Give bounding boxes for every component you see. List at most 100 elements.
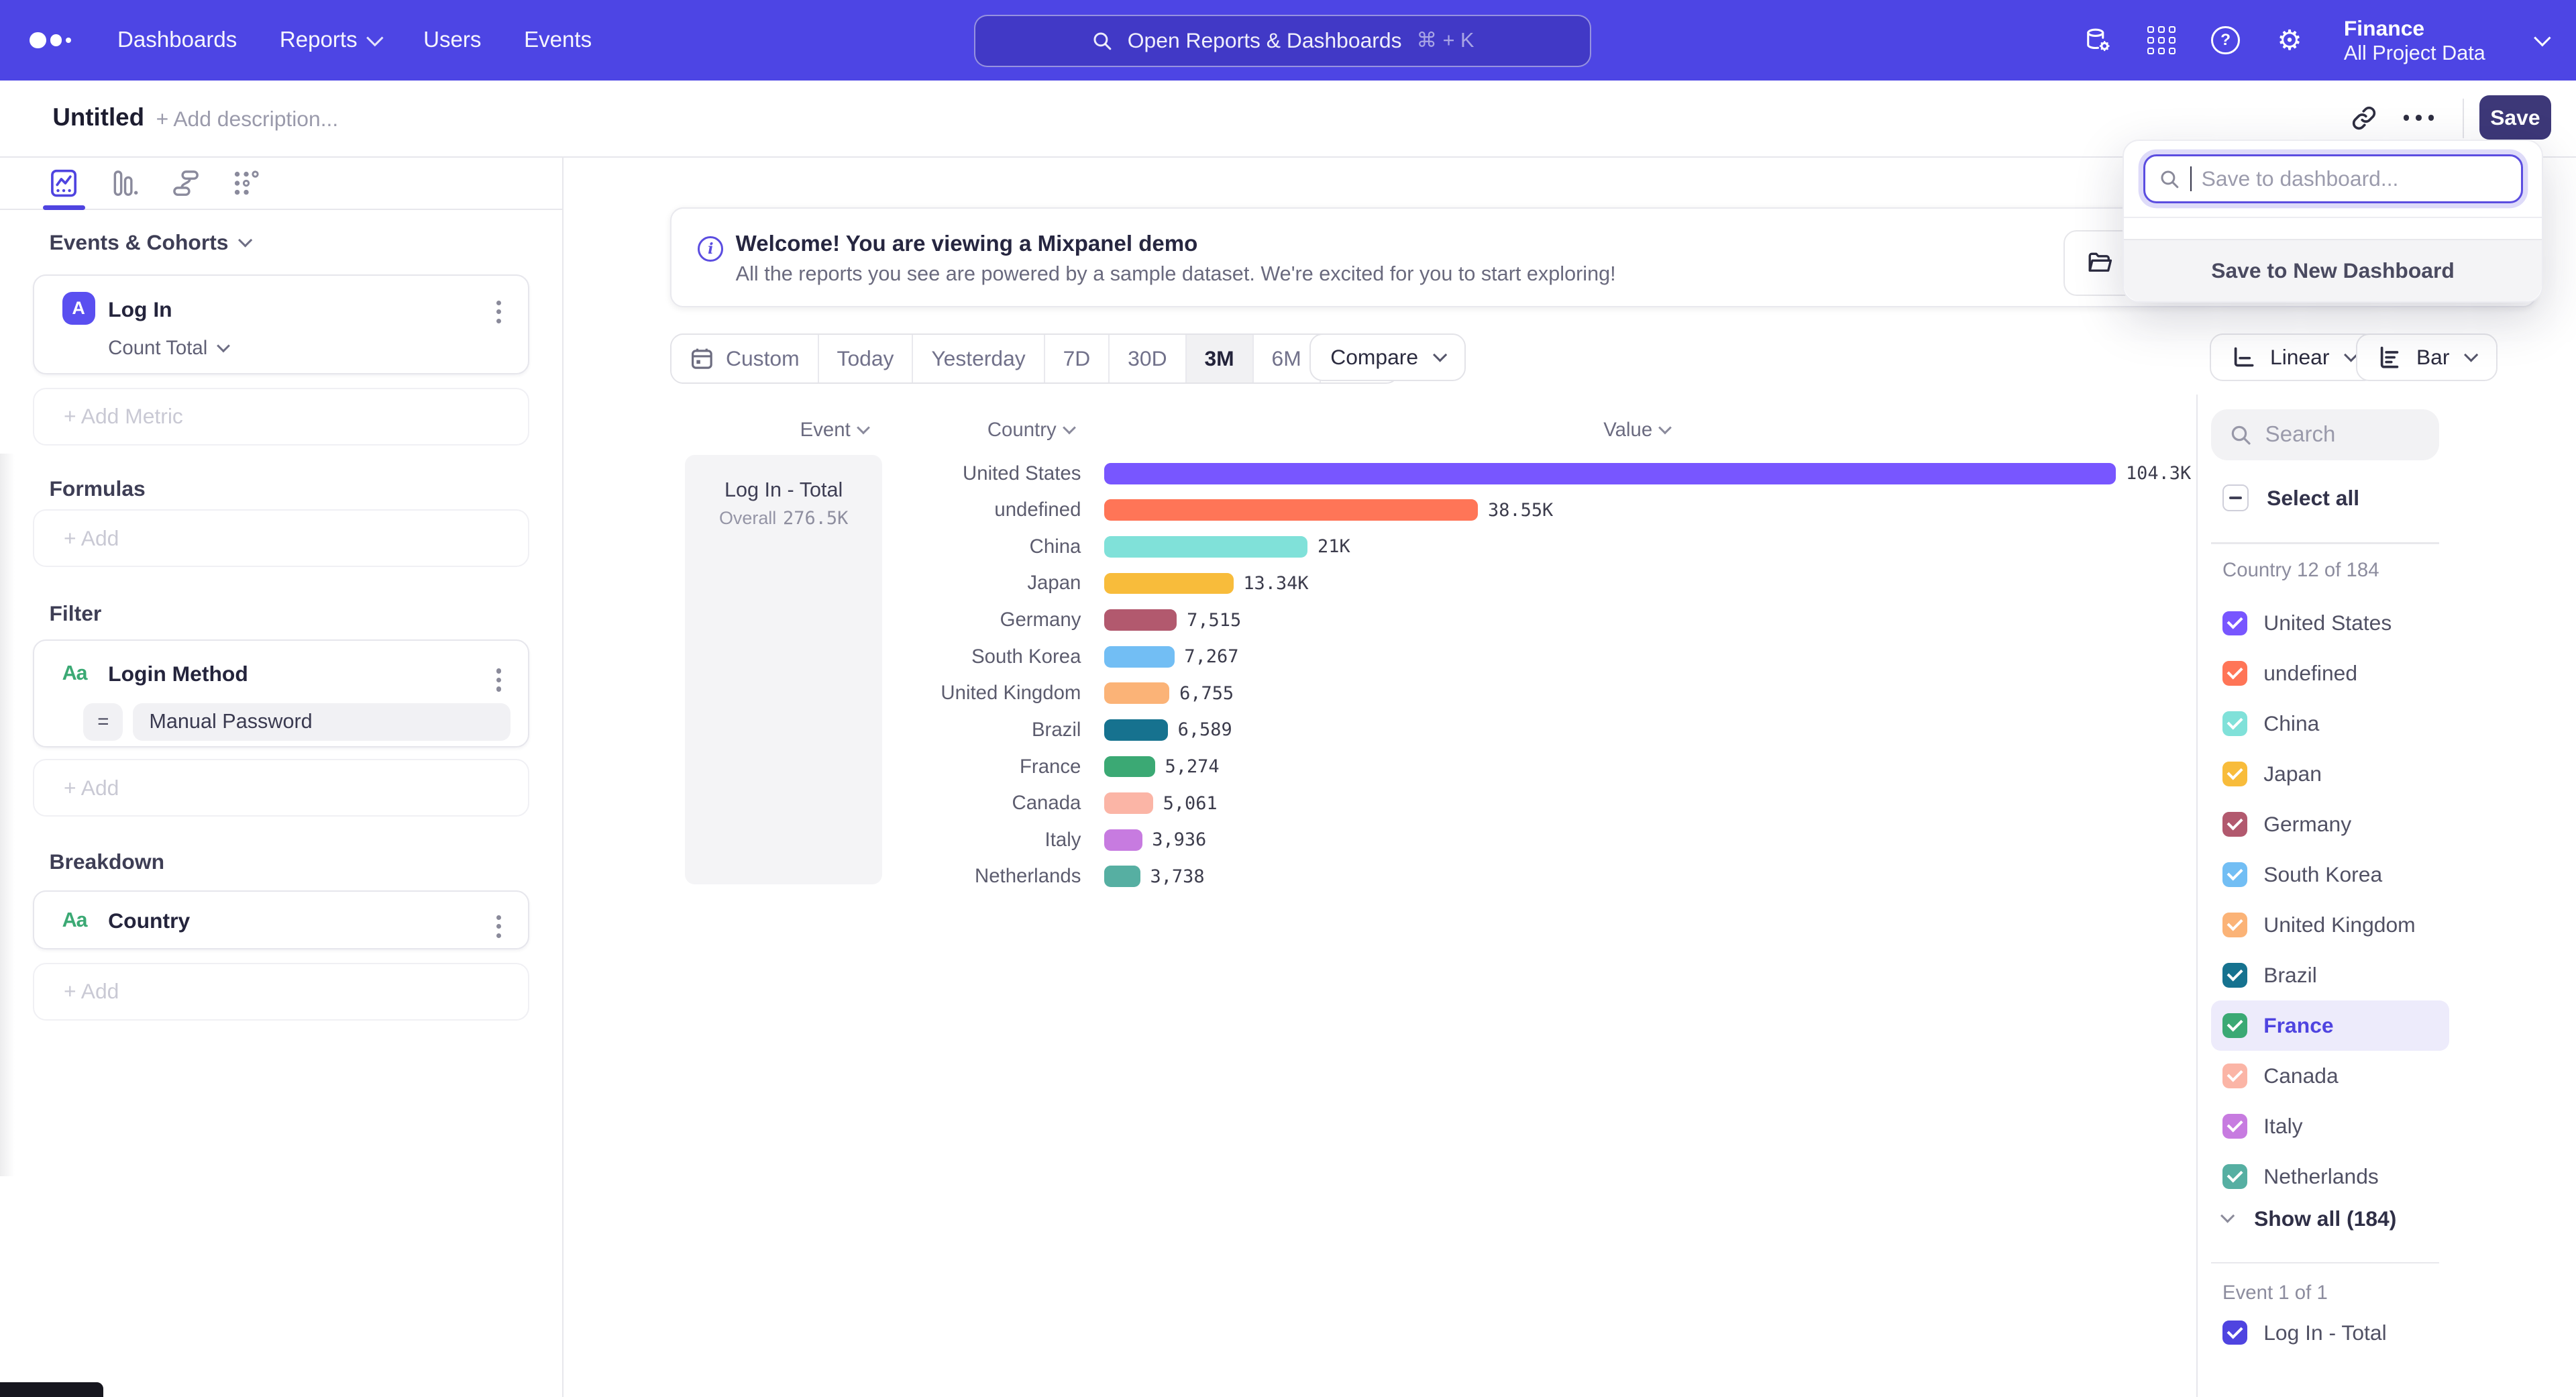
checkbox-checked[interactable] [2222, 1064, 2247, 1088]
copy-link-icon[interactable] [2349, 103, 2379, 133]
checkbox-checked[interactable] [2222, 661, 2247, 686]
breakdown-kebab-icon[interactable] [493, 912, 504, 941]
nav-item-reports[interactable]: Reports [280, 28, 381, 53]
nav-item-dashboards[interactable]: Dashboards [117, 28, 237, 53]
global-search-input[interactable]: Open Reports & Dashboards ⌘ + K [974, 15, 1591, 66]
bar-segment[interactable] [1104, 609, 1177, 631]
chevron-down-icon[interactable] [2534, 30, 2551, 46]
chart-type-button[interactable]: Bar [2356, 333, 2498, 381]
more-options-icon[interactable] [2404, 115, 2434, 121]
bar-segment[interactable] [1104, 646, 1175, 668]
apps-grid-icon[interactable] [2147, 25, 2176, 55]
select-all-row[interactable]: Select all [2222, 484, 2359, 511]
checkbox-checked[interactable] [2222, 812, 2247, 837]
legend-item[interactable]: Canada [2211, 1051, 2449, 1101]
save-button[interactable]: Save [2479, 95, 2552, 140]
filter-value-input[interactable]: Manual Password [133, 703, 511, 741]
bar-segment[interactable] [1104, 866, 1140, 887]
checkbox-checked[interactable] [2222, 611, 2247, 636]
search-placeholder: Open Reports & Dashboards [1128, 28, 1402, 53]
overall-value: 276.5K [783, 508, 848, 529]
add-breakdown-button[interactable]: + Add [33, 963, 529, 1021]
checkbox-checked[interactable] [2222, 1114, 2247, 1139]
event-series-cell[interactable]: Log In - Total Overall276.5K [685, 455, 882, 884]
events-cohorts-header[interactable]: Events & Cohorts [49, 230, 250, 255]
tab-flows[interactable] [171, 168, 201, 198]
tab-funnels[interactable] [110, 168, 140, 198]
legend-item[interactable]: United States [2211, 598, 2449, 648]
date-range-30d[interactable]: 30D [1110, 335, 1186, 382]
column-header-value[interactable]: Value [1603, 419, 1670, 442]
nav-item-users[interactable]: Users [423, 28, 481, 53]
legend-item[interactable]: China [2211, 698, 2449, 749]
legend-item[interactable]: Brazil [2211, 950, 2449, 1000]
checkbox-checked[interactable] [2222, 1013, 2247, 1038]
filter-card[interactable]: Aa Login Method = Manual Password [33, 639, 529, 748]
show-all-button[interactable]: Show all (184) [2222, 1206, 2396, 1231]
legend-item[interactable]: Germany [2211, 799, 2449, 849]
settings-gear-icon[interactable]: ⚙ [2275, 25, 2304, 55]
bar-segment[interactable] [1104, 573, 1234, 594]
bar-segment[interactable] [1104, 756, 1155, 778]
add-description-field[interactable]: + Add description... [156, 107, 339, 132]
checkbox-checked[interactable] [2222, 913, 2247, 937]
date-range-yesterday[interactable]: Yesterday [913, 335, 1044, 382]
bar-segment[interactable] [1104, 719, 1168, 741]
nav-item-events[interactable]: Events [524, 28, 592, 53]
bar-segment[interactable] [1104, 829, 1142, 851]
chart-row: Netherlands3,738 [882, 858, 2191, 895]
bar-segment[interactable] [1104, 536, 1308, 558]
legend-search-input[interactable]: Search [2211, 409, 2439, 460]
checkbox-checked[interactable] [2222, 963, 2247, 988]
bar-segment[interactable] [1104, 792, 1153, 814]
select-all-checkbox-indeterminate[interactable] [2222, 484, 2249, 511]
data-management-icon[interactable] [2083, 25, 2112, 55]
legend-item[interactable]: undefined [2211, 648, 2449, 698]
save-dashboard-search-input[interactable]: Save to dashboard... [2143, 154, 2523, 203]
legend-item[interactable]: Netherlands [2211, 1151, 2449, 1202]
legend-item[interactable]: South Korea [2211, 849, 2449, 900]
checkbox-checked[interactable] [2222, 762, 2247, 786]
metric-card[interactable]: A Log In Count Total [33, 274, 529, 374]
filter-kebab-icon[interactable] [493, 665, 504, 694]
event-legend-item[interactable]: Log In - Total [2211, 1308, 2387, 1357]
tab-insights[interactable] [49, 168, 78, 198]
checkbox-checked[interactable] [2222, 862, 2247, 887]
breakdown-property-name[interactable]: Country [108, 909, 190, 933]
filter-property-name[interactable]: Login Method [108, 662, 248, 686]
metric-kebab-icon[interactable] [493, 297, 504, 327]
add-metric-button[interactable]: + Add Metric [33, 388, 529, 446]
breakdown-card[interactable]: Aa Country [33, 890, 529, 949]
date-range-7d[interactable]: 7D [1045, 335, 1110, 382]
date-range-3m[interactable]: 3M [1187, 335, 1254, 382]
add-filter-button[interactable]: + Add [33, 759, 529, 817]
checkbox-checked[interactable] [2222, 1164, 2247, 1189]
project-switcher[interactable]: Finance All Project Data [2344, 15, 2485, 66]
legend-item[interactable]: Italy [2211, 1101, 2449, 1151]
column-header-country[interactable]: Country [987, 419, 1074, 442]
bar-segment[interactable] [1104, 499, 1479, 521]
help-icon[interactable]: ? [2211, 25, 2241, 55]
report-title[interactable]: Untitled [52, 103, 144, 132]
legend-item[interactable]: France [2211, 1000, 2449, 1051]
legend-item[interactable]: United Kingdom [2211, 900, 2449, 950]
save-to-new-dashboard-button[interactable]: Save to New Dashboard [2124, 239, 2542, 301]
add-formula-button[interactable]: + Add [33, 509, 529, 567]
mixpanel-logo-icon[interactable] [30, 32, 71, 48]
metric-event-name[interactable]: Log In [108, 297, 172, 322]
filter-operator[interactable]: = [83, 703, 123, 741]
checkbox-checked[interactable] [2222, 711, 2247, 736]
event-checkbox[interactable] [2222, 1321, 2247, 1345]
bar-label: China [882, 535, 1081, 558]
bar-segment[interactable] [1104, 463, 2116, 484]
compare-button[interactable]: Compare [1309, 333, 1466, 381]
legend-item[interactable]: Japan [2211, 749, 2449, 799]
column-header-event[interactable]: Event [800, 419, 868, 442]
date-range-custom[interactable]: Custom [672, 335, 818, 382]
tab-retention[interactable] [231, 168, 261, 198]
bar-label: United States [882, 462, 1081, 485]
date-range-today[interactable]: Today [819, 335, 914, 382]
bar-segment[interactable] [1104, 682, 1170, 704]
metric-aggregation[interactable]: Count Total [108, 337, 228, 360]
scale-selector-button[interactable]: Linear [2210, 333, 2377, 381]
